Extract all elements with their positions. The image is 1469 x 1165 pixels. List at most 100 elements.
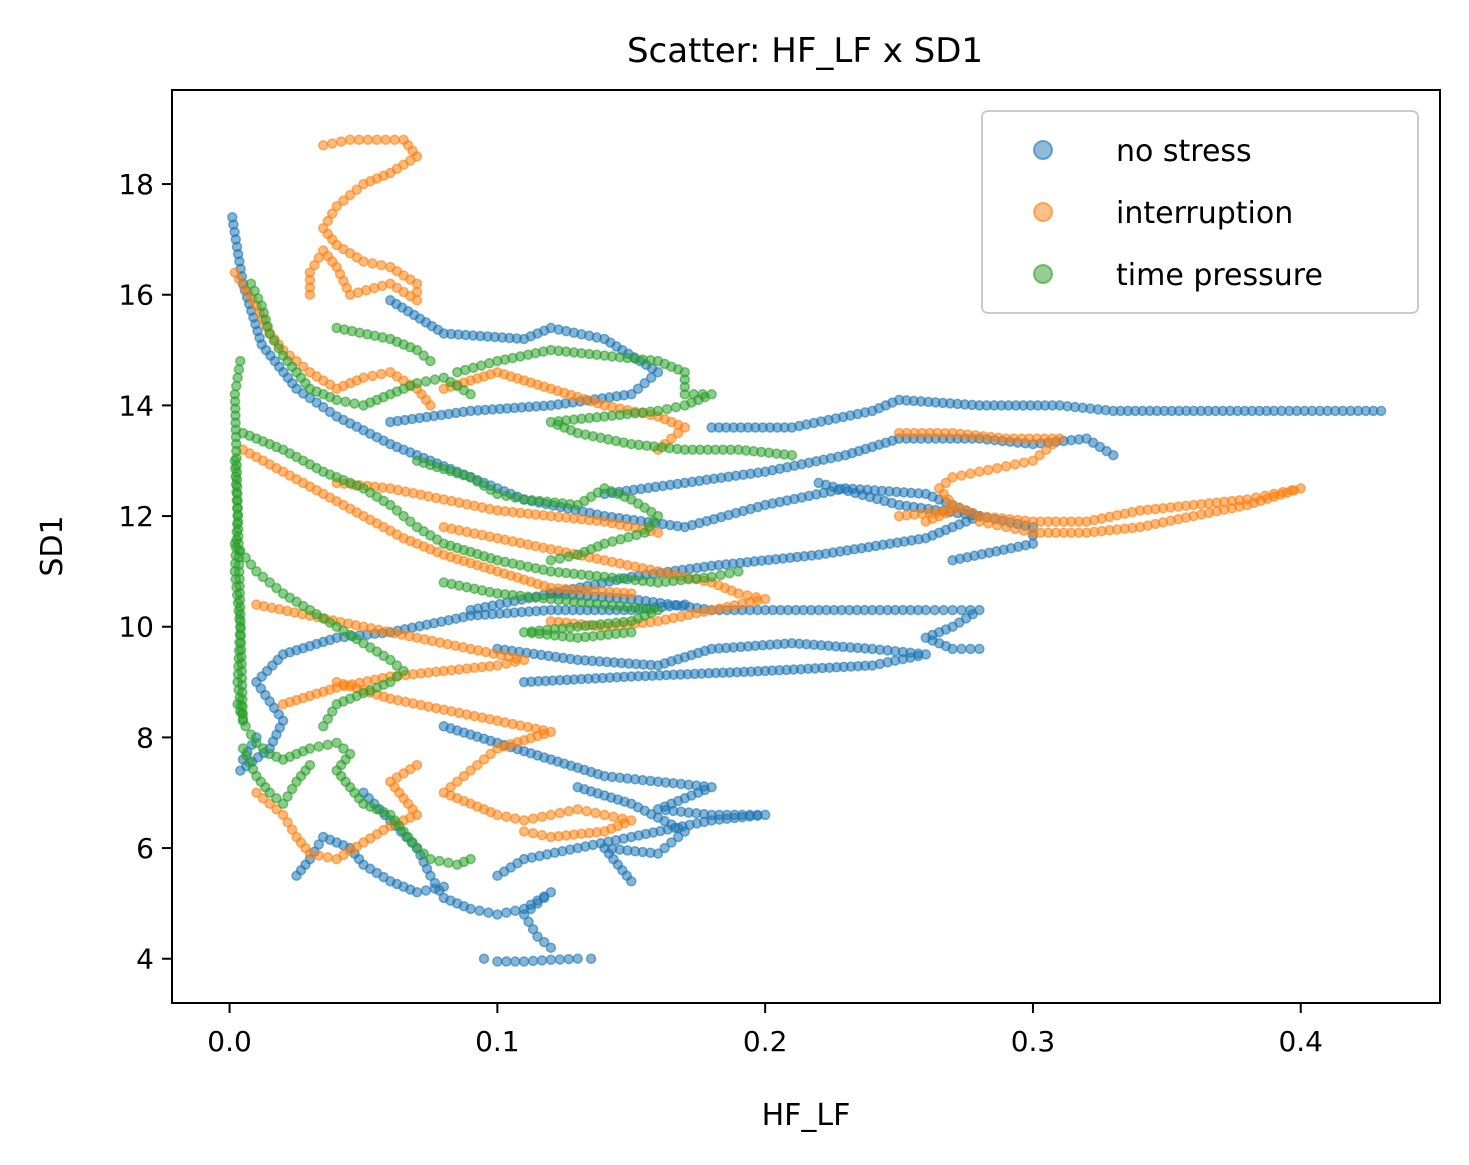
data-point — [322, 713, 334, 725]
data-point — [492, 743, 503, 754]
data-point — [425, 400, 436, 411]
data-point — [501, 956, 512, 967]
data-point — [411, 759, 423, 771]
data-point — [331, 200, 342, 212]
data-point — [318, 245, 329, 256]
data-point — [786, 449, 798, 461]
x-tick-label: 0.2 — [743, 1025, 788, 1058]
data-point — [974, 516, 985, 527]
data-point — [313, 252, 325, 264]
data-point — [231, 380, 242, 392]
data-point — [956, 604, 967, 616]
data-point — [304, 759, 316, 771]
data-point — [251, 737, 262, 749]
data-point — [523, 916, 534, 928]
y-tick-label: 14 — [118, 389, 154, 422]
data-point — [1018, 457, 1030, 468]
data-point — [335, 136, 347, 147]
data-point — [518, 815, 530, 826]
data-point — [398, 510, 409, 522]
data-point — [331, 394, 342, 406]
data-point — [1027, 527, 1039, 538]
data-point — [398, 665, 409, 677]
data-point — [492, 870, 503, 881]
data-point — [478, 953, 490, 964]
legend-label-time-pressure: time pressure — [1116, 258, 1323, 293]
data-point — [545, 942, 557, 953]
data-point — [358, 372, 369, 383]
data-point — [672, 427, 684, 439]
data-point — [331, 737, 342, 749]
data-point — [666, 837, 677, 848]
data-point — [983, 464, 994, 476]
legend-label-no-stress: no stress — [1116, 134, 1252, 169]
legend-marker-no-stress — [1033, 140, 1053, 160]
data-point — [545, 887, 557, 898]
x-axis-label: HF_LF — [762, 1098, 851, 1133]
data-point — [418, 350, 429, 361]
data-point — [492, 956, 503, 967]
data-point — [661, 403, 673, 415]
data-point — [509, 492, 521, 503]
data-point — [545, 831, 557, 843]
data-point — [474, 905, 485, 917]
data-point — [235, 355, 246, 367]
data-point — [733, 566, 744, 577]
data-point — [527, 828, 539, 839]
data-point — [706, 571, 717, 583]
data-point — [632, 383, 644, 395]
x-tick-label: 0.1 — [475, 1025, 520, 1058]
y-tick-label: 18 — [118, 168, 154, 201]
data-point — [371, 134, 383, 146]
data-point — [411, 344, 423, 356]
x-tick-label: 0.0 — [207, 1025, 252, 1058]
data-point — [538, 936, 550, 948]
data-point — [297, 361, 309, 372]
y-tick-label: 10 — [118, 611, 154, 644]
data-point — [527, 923, 539, 935]
data-point — [1009, 459, 1021, 470]
data-point — [233, 364, 245, 375]
data-point — [273, 342, 284, 354]
data-point — [434, 855, 445, 867]
data-point — [525, 903, 537, 915]
data-point — [322, 215, 334, 227]
data-point — [501, 907, 512, 918]
data-point — [536, 955, 548, 966]
data-point — [304, 848, 316, 859]
data-point — [532, 931, 543, 942]
data-point — [679, 422, 691, 433]
data-point — [666, 433, 677, 444]
legend-box — [981, 110, 1419, 314]
data-point — [425, 870, 436, 881]
data-point — [465, 903, 476, 915]
data-point — [411, 842, 423, 854]
data-point — [271, 804, 282, 815]
data-point — [344, 134, 356, 146]
data-point — [257, 793, 269, 804]
data-point — [509, 905, 521, 917]
data-point — [585, 953, 597, 964]
data-point — [264, 798, 275, 810]
data-point — [563, 551, 575, 562]
chart-title: Scatter: HF_LF x SD1 — [627, 31, 983, 71]
data-point — [411, 887, 423, 898]
data-point — [724, 567, 735, 579]
data-point — [652, 848, 664, 859]
data-point — [338, 743, 349, 754]
y-tick-label: 12 — [118, 500, 154, 533]
data-point — [326, 208, 338, 219]
data-point — [418, 848, 429, 859]
data-point — [429, 883, 441, 894]
data-point — [920, 604, 932, 616]
data-point — [527, 955, 539, 967]
data-point — [245, 729, 257, 740]
data-point — [318, 721, 329, 732]
data-point — [670, 401, 682, 413]
data-point — [509, 656, 521, 668]
data-point — [545, 555, 557, 566]
data-point — [518, 826, 530, 837]
data-point — [974, 466, 985, 478]
data-point — [652, 366, 664, 378]
